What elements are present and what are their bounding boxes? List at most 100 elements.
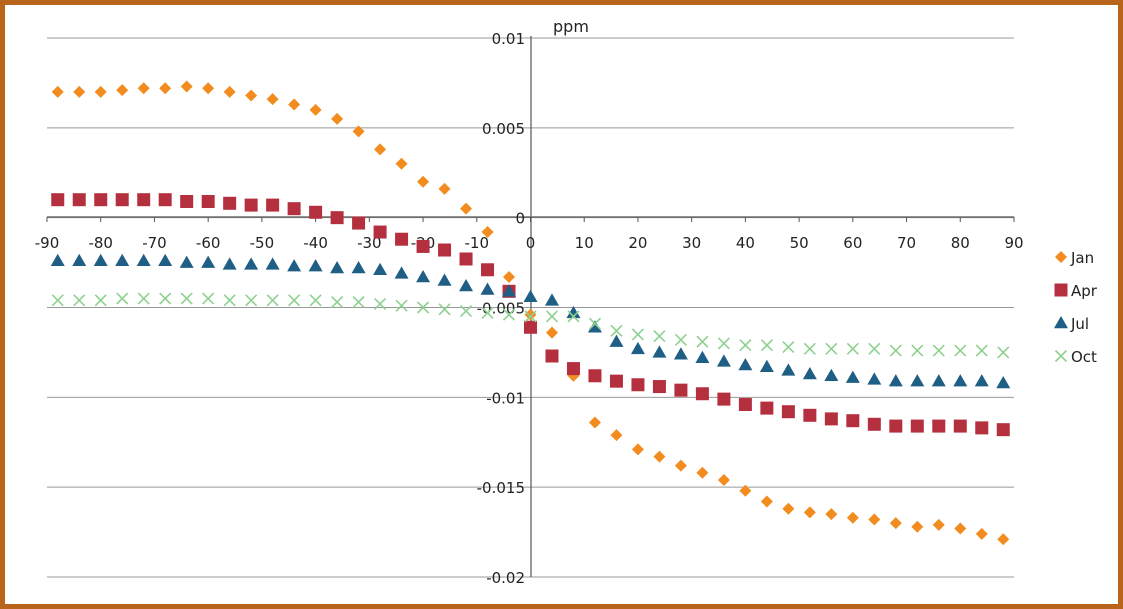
oct-point: [159, 292, 172, 305]
jul-point: [416, 269, 431, 283]
oct-point: [481, 306, 494, 319]
apr-point: [373, 225, 387, 239]
x-tick-label: -80: [88, 234, 113, 252]
x-tick-labels: -90-80-70-60-50-40-30-20-100102030405060…: [35, 234, 1024, 252]
jul-point: [136, 253, 151, 267]
apr-point: [266, 198, 280, 212]
oct-point: [223, 294, 236, 307]
jan-point: [846, 511, 859, 524]
jul-point: [158, 253, 173, 267]
oct-point: [653, 330, 666, 343]
jan-point: [481, 226, 494, 239]
apr-point: [566, 362, 580, 376]
x-tick-label: 20: [628, 234, 647, 252]
oct-point: [459, 305, 473, 318]
series-apr: [51, 193, 1010, 437]
jan-point: [954, 522, 967, 535]
x-tick-label: 10: [575, 234, 594, 252]
legend-marker-apr: [1054, 283, 1068, 297]
jul-point: [695, 350, 710, 364]
jul-point: [759, 359, 774, 373]
jul-point: [781, 363, 796, 376]
y-tick-label: 0: [515, 210, 525, 228]
apr-point: [953, 419, 967, 433]
apr-point: [287, 202, 301, 216]
oct-point: [266, 294, 279, 307]
oct-point: [545, 310, 559, 323]
jul-point: [523, 289, 538, 302]
oct-point: [309, 294, 322, 307]
jul-point: [373, 262, 388, 276]
apr-point: [717, 392, 731, 406]
x-tick-label: 0: [526, 234, 536, 252]
jan-point: [696, 466, 709, 479]
x-tick-label: -50: [250, 234, 275, 252]
x-tick-label: -60: [196, 234, 221, 252]
oct-point: [997, 346, 1010, 359]
oct-point: [975, 344, 988, 357]
jul-point: [115, 253, 130, 267]
y-tick-label: -0.01: [486, 389, 525, 407]
oct-point: [352, 296, 365, 309]
oct-point: [739, 339, 752, 352]
jan-point: [739, 484, 752, 497]
jan-point: [395, 157, 408, 170]
jan-point: [460, 202, 473, 215]
jul-point: [888, 374, 903, 387]
jul-point: [287, 259, 302, 272]
jan-point: [717, 473, 730, 486]
x-tick-label: -90: [35, 234, 60, 252]
apr-point: [180, 194, 194, 208]
apr-point: [51, 193, 65, 207]
apr-point: [524, 320, 537, 334]
jan-point: [911, 520, 924, 533]
jul-point: [652, 345, 667, 358]
jul-point: [845, 370, 860, 383]
jan-point: [889, 517, 902, 530]
jul-point: [437, 273, 452, 286]
apr-point: [588, 369, 602, 383]
oct-point: [288, 294, 301, 307]
y-axis-label: ppm: [553, 17, 589, 36]
jan-point: [73, 85, 86, 98]
y-tick-label: -0.015: [477, 479, 525, 497]
apr-point: [94, 193, 108, 207]
oct-point: [803, 342, 816, 355]
jan-point: [223, 85, 236, 98]
apr-point: [674, 383, 688, 397]
oct-point: [416, 301, 430, 314]
jul-point: [72, 253, 87, 267]
apr-point: [395, 232, 409, 246]
legend: Jan Apr Jul Oct: [1054, 249, 1098, 366]
jan-point: [545, 326, 558, 339]
apr-point: [416, 239, 430, 253]
jul-point: [630, 341, 645, 355]
jan-point: [51, 85, 64, 98]
oct-point: [696, 335, 709, 348]
axes: [46, 36, 1015, 577]
apr-point: [459, 252, 473, 266]
oct-point: [760, 339, 773, 352]
oct-point: [674, 333, 687, 346]
y-tick-label: 0.005: [482, 120, 525, 138]
apr-point: [975, 421, 989, 435]
legend-marker-jul: [1054, 316, 1068, 329]
jan-point: [782, 502, 795, 515]
x-tick-label: 40: [736, 234, 755, 252]
apr-point: [309, 205, 323, 219]
x-tick-label: 80: [951, 234, 970, 252]
jan-point: [610, 429, 623, 442]
x-tick-label: 50: [790, 234, 809, 252]
jul-point: [201, 255, 216, 268]
apr-point: [803, 408, 817, 422]
oct-point: [438, 303, 451, 316]
jul-point: [459, 278, 474, 292]
x-tick-label: 60: [843, 234, 862, 252]
jan-point: [352, 125, 365, 138]
jul-point: [910, 374, 925, 387]
jan-point: [674, 459, 687, 472]
jul-point: [394, 266, 409, 279]
legend-label-jul: Jul: [1070, 315, 1089, 333]
oct-point: [911, 344, 924, 357]
legend-marker-jan: [1055, 251, 1067, 263]
